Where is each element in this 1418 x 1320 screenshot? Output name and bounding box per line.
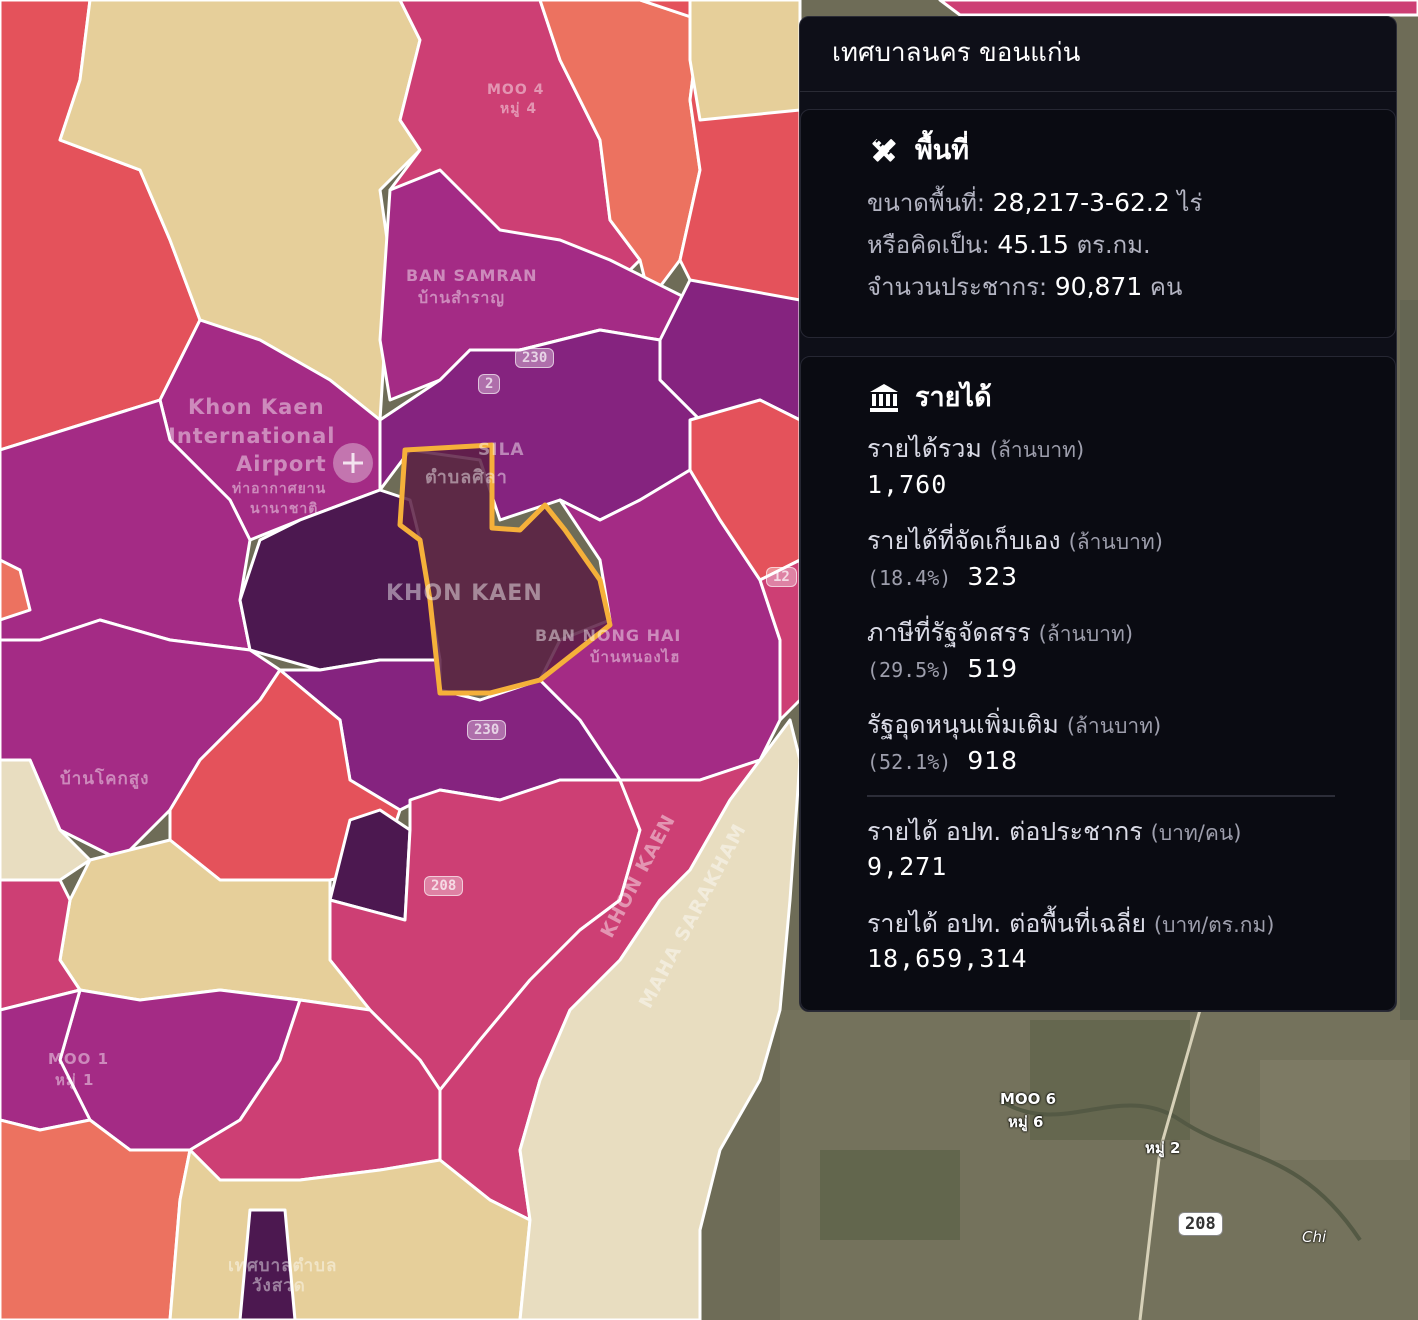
map-label-ban-khok-sung: บ้านโคกสูง bbox=[60, 769, 150, 789]
map-label-sila-th: ตำบลศิลา bbox=[425, 467, 508, 488]
map-label-moo4: MOO 4 bbox=[487, 82, 545, 98]
self-collected-value-row: (18.4%) 323 bbox=[867, 562, 1018, 591]
road-shield: 208 bbox=[424, 876, 464, 896]
map-label-bottom: เทศบาลตำบล bbox=[228, 1256, 338, 1276]
airplane-glyph bbox=[343, 453, 363, 473]
allocated-tax-unit: (ล้านบาท) bbox=[1038, 622, 1134, 646]
map-label-bottom-2: วังสวด bbox=[252, 1276, 306, 1296]
ruler-pencil-icon bbox=[872, 137, 896, 162]
map-label-khon-kaen: KHON KAEN bbox=[386, 581, 543, 606]
population-unit: คน bbox=[1149, 273, 1183, 301]
subsidy-label-row: รัฐอุดหนุนเพิ่มเติม (ล้านบาท) bbox=[867, 705, 1161, 745]
income-divider bbox=[867, 795, 1335, 797]
district-polygon[interactable] bbox=[938, 0, 1418, 17]
population-value: 90,871 bbox=[1054, 272, 1143, 301]
total-income-unit: (ล้านบาท) bbox=[989, 438, 1085, 462]
subsidy-percent: (52.1%) bbox=[867, 750, 952, 774]
per-area-label: รายได้ อปท. ต่อพื้นที่เฉลี่ย bbox=[867, 909, 1146, 938]
self-collected-value: 323 bbox=[967, 562, 1019, 591]
map-label-ban-nong-hai-th: บ้านหนองไฮ bbox=[590, 648, 681, 666]
income-heading: รายได้ bbox=[867, 375, 992, 418]
district-polygon[interactable] bbox=[518, 718, 802, 1320]
selected-municipality-outline[interactable] bbox=[397, 442, 613, 696]
area-size-value: 28,217-3-62.2 bbox=[992, 188, 1170, 217]
area-size-label: ขนาดพื้นที่: bbox=[867, 189, 986, 217]
area-heading-label: พื้นที่ bbox=[915, 135, 970, 166]
map-label-sila: SILA bbox=[478, 440, 525, 460]
area-heading: พื้นที่ bbox=[867, 128, 969, 171]
subsidy-label: รัฐอุดหนุนเพิ่มเติม bbox=[867, 710, 1059, 739]
allocated-tax-percent: (29.5%) bbox=[867, 658, 952, 682]
map-label-airport-1: Khon Kaen bbox=[188, 395, 325, 419]
road-shield: 230 bbox=[515, 348, 555, 368]
satellite-label-moo6-th: หมู่ 6 bbox=[1008, 1113, 1044, 1131]
per-capita-label-row: รายได้ อปท. ต่อประชากร (บาท/คน) bbox=[867, 812, 1241, 852]
map-label-moo1-th: หมู่ 1 bbox=[55, 1071, 95, 1089]
map-label-airport-th-1: ท่าอากาศยาน bbox=[232, 481, 327, 497]
area-sqkm-row: หรือคิดเป็น: 45.15 ตร.กม. bbox=[867, 225, 1151, 264]
per-capita-label: รายได้ อปท. ต่อประชากร bbox=[867, 817, 1143, 846]
road-shield: 12 bbox=[766, 567, 797, 587]
road-shield: 208 bbox=[1178, 1212, 1223, 1236]
self-collected-label-row: รายได้ที่จัดเก็บเอง (ล้านบาท) bbox=[867, 521, 1163, 561]
self-collected-label: รายได้ที่จัดเก็บเอง bbox=[867, 526, 1061, 555]
area-sqkm-label: หรือคิดเป็น: bbox=[867, 231, 990, 259]
income-card: รายได้ รายได้รวม (ล้านบาท) 1,760 รายได้ท… bbox=[800, 356, 1396, 1011]
district-polygon[interactable] bbox=[238, 1208, 297, 1320]
total-income-label: รายได้รวม bbox=[867, 434, 982, 463]
area-size-row: ขนาดพื้นที่: 28,217-3-62.2 ไร่ bbox=[867, 183, 1202, 222]
satellite-label-moo2: หมู่ 2 bbox=[1145, 1139, 1181, 1157]
map-label-ban-samran: BAN SAMRAN bbox=[406, 266, 538, 285]
total-income-label-row: รายได้รวม (ล้านบาท) bbox=[867, 429, 1084, 469]
allocated-tax-value: 519 bbox=[967, 654, 1019, 683]
map-label-moo4-th: หมู่ 4 bbox=[500, 101, 538, 117]
district-polygon[interactable] bbox=[0, 558, 32, 622]
self-collected-unit: (ล้านบาท) bbox=[1068, 530, 1163, 554]
allocated-tax-label: ภาษีที่รัฐจัดสรร bbox=[867, 618, 1031, 647]
per-area-label-row: รายได้ อปท. ต่อพื้นที่เฉลี่ย (บาท/ตร.กม) bbox=[867, 904, 1275, 944]
district-polygon[interactable] bbox=[688, 0, 802, 122]
subsidy-value: 918 bbox=[967, 746, 1019, 775]
satellite-road bbox=[1138, 1009, 1202, 1320]
district-polygon[interactable] bbox=[0, 1118, 192, 1320]
map-label-airport-3: Airport bbox=[236, 452, 327, 476]
district-polygon[interactable] bbox=[0, 878, 82, 1012]
allocated-tax-value-row: (29.5%) 519 bbox=[867, 654, 1018, 683]
total-income-value: 1,760 bbox=[867, 470, 948, 499]
area-card: พื้นที่ ขนาดพื้นที่: 28,217-3-62.2 ไร่ ห… bbox=[800, 109, 1396, 338]
income-heading-label: รายได้ bbox=[915, 382, 992, 413]
population-label: จำนวนประชากร: bbox=[867, 273, 1048, 301]
road-shield: 230 bbox=[467, 720, 507, 740]
map-label-airport-th-2: นานาชาติ bbox=[250, 501, 319, 517]
map-label-moo1: MOO 1 bbox=[48, 1050, 110, 1068]
map-label-airport-2: International bbox=[168, 424, 336, 448]
per-capita-unit: (บาท/คน) bbox=[1150, 821, 1242, 845]
map-label-ban-nong-hai: BAN NONG HAI bbox=[535, 626, 682, 645]
satellite-label-chi: Chi bbox=[1302, 1228, 1327, 1246]
subsidy-unit: (ล้านบาท) bbox=[1066, 714, 1162, 738]
area-sqkm-unit: ตร.กม. bbox=[1076, 231, 1151, 259]
panel-title: เทศบาลนคร ขอนแก่น bbox=[800, 17, 1396, 92]
per-area-unit: (บาท/ตร.กม) bbox=[1153, 913, 1275, 937]
satellite-texture bbox=[780, 300, 1418, 1320]
satellite-label-moo6: MOO 6 bbox=[1000, 1090, 1057, 1108]
district-polygon[interactable] bbox=[758, 558, 802, 722]
population-row: จำนวนประชากร: 90,871 คน bbox=[867, 267, 1182, 306]
info-panel: เทศบาลนคร ขอนแก่น พื้นที่ ขนาดพื้นที่: 2… bbox=[799, 16, 1397, 1012]
bank-icon bbox=[870, 383, 898, 412]
area-size-unit: ไร่ bbox=[1177, 189, 1203, 217]
map-label-ban-samran-th: บ้านสำราญ bbox=[418, 288, 506, 307]
subsidy-value-row: (52.1%) 918 bbox=[867, 746, 1018, 775]
area-sqkm-value: 45.15 bbox=[997, 230, 1069, 259]
per-capita-value: 9,271 bbox=[867, 852, 948, 881]
per-area-value: 18,659,314 bbox=[867, 944, 1028, 973]
road-shield: 2 bbox=[478, 374, 501, 394]
allocated-tax-label-row: ภาษีที่รัฐจัดสรร (ล้านบาท) bbox=[867, 613, 1133, 653]
self-collected-percent: (18.4%) bbox=[867, 566, 952, 590]
